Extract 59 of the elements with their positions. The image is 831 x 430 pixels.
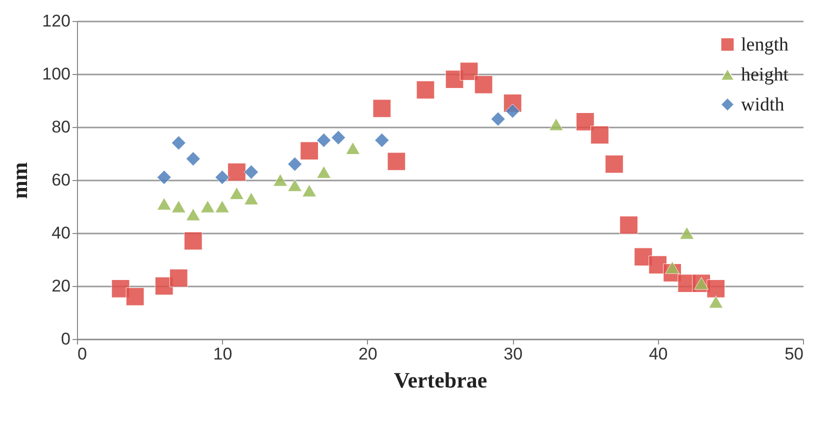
point (169, 268, 188, 288)
point (474, 75, 493, 94)
point (244, 164, 259, 180)
x-tick-label: 50 (784, 344, 804, 364)
point (331, 130, 346, 145)
x-axis-title: Vertebrae (394, 368, 488, 392)
x-tick-label: 30 (504, 344, 523, 364)
point (706, 279, 726, 298)
legend-label: length (741, 34, 789, 56)
x-tick-label: 0 (78, 344, 87, 364)
y-tick-label: 40 (52, 224, 70, 242)
point (184, 232, 202, 250)
point (126, 287, 144, 306)
point (214, 170, 230, 185)
point (171, 136, 186, 150)
point (505, 104, 520, 118)
y-tick-label: 80 (52, 118, 70, 136)
point (156, 197, 172, 210)
x-tick-label: 10 (213, 344, 232, 364)
point (460, 62, 478, 81)
point (156, 170, 172, 185)
point (605, 154, 624, 174)
point (287, 156, 302, 172)
point (576, 112, 594, 131)
point (490, 112, 506, 126)
point (416, 80, 435, 100)
point (272, 174, 288, 186)
point (548, 118, 564, 131)
x-tick-label: 40 (648, 344, 668, 364)
point (287, 178, 302, 192)
point (374, 132, 390, 148)
y-tick-label: 100 (42, 64, 70, 84)
point (228, 162, 246, 182)
point (214, 200, 230, 213)
point (186, 151, 200, 166)
point (300, 142, 319, 160)
point (387, 152, 406, 171)
point (200, 200, 215, 213)
point (229, 186, 244, 200)
point (590, 126, 609, 144)
x-tick-label: 20 (358, 344, 378, 364)
point (708, 296, 724, 308)
point (372, 99, 392, 118)
legend-label: height (741, 64, 790, 86)
point (620, 216, 638, 234)
point (186, 208, 200, 221)
y-tick-label: 0 (61, 330, 70, 348)
point (244, 192, 259, 205)
point (346, 142, 360, 155)
point (316, 132, 332, 148)
point (171, 200, 186, 213)
point (316, 166, 332, 178)
y-tick-label: 120 (42, 12, 70, 30)
point (302, 184, 317, 197)
y-axis-title: mm (7, 162, 32, 199)
legend-label: width (741, 94, 785, 116)
point (680, 226, 694, 240)
y-tick-label: 20 (52, 276, 70, 296)
y-tick-label: 60 (52, 170, 70, 190)
